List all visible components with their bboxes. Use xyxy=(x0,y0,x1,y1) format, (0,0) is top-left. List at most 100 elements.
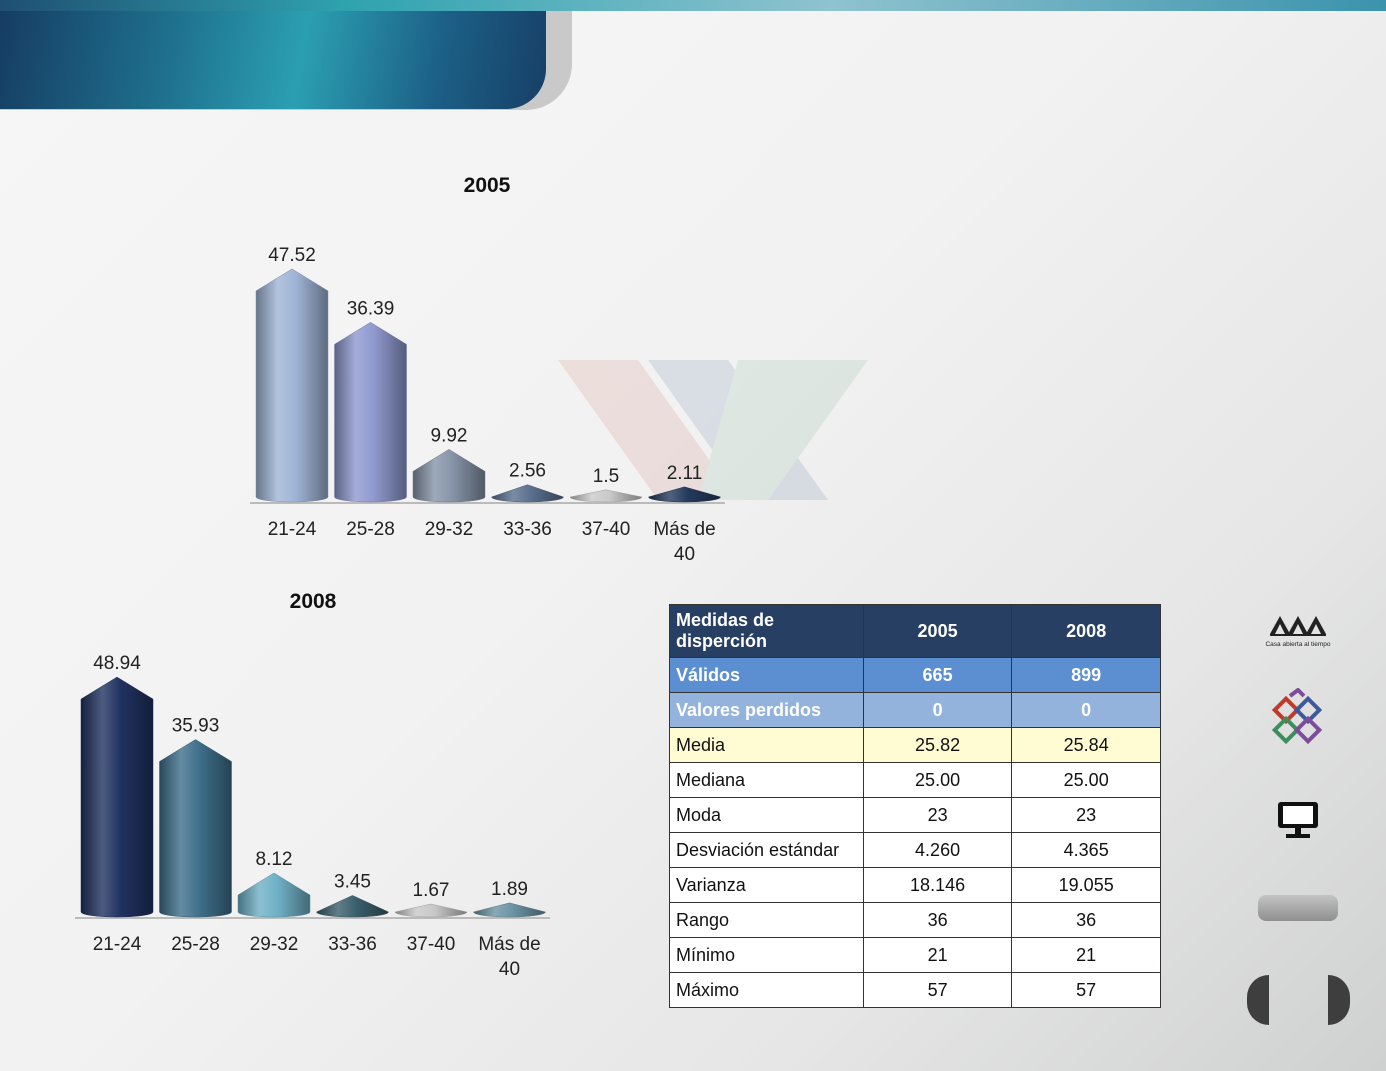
table-row: Mediana 25.00 25.00 xyxy=(669,762,1161,798)
category-label: 40 xyxy=(499,959,520,980)
category-label: 29-32 xyxy=(250,934,299,955)
table-cell: Válidos xyxy=(669,657,864,693)
table-cell: Máximo xyxy=(669,972,864,1008)
value-label: 1.5 xyxy=(593,466,619,487)
category-label: 25-28 xyxy=(171,934,220,955)
chart-2005: 47.52 21-24 36.39 25-28 9.92 29-32 2.56 33-36 1.… xyxy=(250,245,725,565)
table-cell: 18.146 xyxy=(862,867,1013,903)
bar-shape xyxy=(80,676,154,918)
category-label: 40 xyxy=(674,544,695,565)
category-label: 21-24 xyxy=(268,519,317,540)
table-cell: Varianza xyxy=(669,867,864,903)
category-label: Más de xyxy=(478,934,540,955)
table-row: Rango 36 36 xyxy=(669,902,1161,938)
uam-logo[interactable]: Casa abierta al tiempo xyxy=(1262,610,1334,652)
bar-shape xyxy=(569,489,643,503)
dispersion-table: Medidas de disperción 2005 2008 Válidos … xyxy=(669,604,1161,1008)
category-label: 33-36 xyxy=(503,519,552,540)
bar-shape xyxy=(648,486,721,503)
bar-shape xyxy=(394,903,468,918)
category-label: 37-40 xyxy=(582,519,631,540)
gray-pill-button[interactable] xyxy=(1258,895,1338,921)
table-cell: 25.00 xyxy=(862,762,1013,798)
bar-37-40 xyxy=(394,903,468,918)
table-cell: Mínimo xyxy=(669,937,864,973)
table-header-cell: Medidas de disperción xyxy=(669,604,864,658)
table-row: Válidos 665 899 xyxy=(669,657,1161,693)
category-label: 29-32 xyxy=(425,519,474,540)
category-label: 37-40 xyxy=(407,934,456,955)
value-label: 48.94 xyxy=(93,653,141,674)
table-cell: 19.055 xyxy=(1011,867,1161,903)
table-header-cell: 2005 xyxy=(862,604,1013,658)
bar-más-de-40 xyxy=(648,486,721,503)
next-slide-button[interactable] xyxy=(1328,975,1350,1025)
table-row: Valores perdidos 0 0 xyxy=(669,692,1161,728)
previous-slide-button[interactable] xyxy=(1247,975,1269,1025)
uam-logo-text: Casa abierta al tiempo xyxy=(1265,641,1330,648)
table-cell: 36 xyxy=(1011,902,1161,938)
chart-2008-title: 2008 xyxy=(289,590,337,613)
table-cell: 57 xyxy=(1011,972,1161,1008)
bar-25-28 xyxy=(334,322,407,503)
table-row: Varianza 18.146 19.055 xyxy=(669,867,1161,903)
table-row: Moda 23 23 xyxy=(669,797,1161,833)
bar-shape xyxy=(316,895,389,918)
table-row: Desviación estándar 4.260 4.365 xyxy=(669,832,1161,868)
table-header-row: Medidas de disperción 2005 2008 xyxy=(669,604,1161,658)
bar-más-de-40 xyxy=(473,902,546,918)
title-banner xyxy=(0,11,546,109)
top-accent-bar xyxy=(0,0,1386,11)
table-cell: Desviación estándar xyxy=(669,832,864,868)
bar-25-28 xyxy=(159,739,232,918)
bar-33-36 xyxy=(491,484,564,503)
value-label: 8.12 xyxy=(256,849,293,870)
table-cell: 0 xyxy=(862,692,1013,728)
table-cell: Media xyxy=(669,727,864,763)
table-cell: 57 xyxy=(862,972,1013,1008)
table-cell: 665 xyxy=(862,657,1013,693)
category-label: 33-36 xyxy=(328,934,377,955)
table-cell: 23 xyxy=(1011,797,1161,833)
puzzle-icon[interactable] xyxy=(1270,688,1326,746)
bar-37-40 xyxy=(569,489,643,503)
category-label: 21-24 xyxy=(93,934,142,955)
bar-shape xyxy=(237,872,311,918)
table-cell: 25.00 xyxy=(1011,762,1161,798)
table-cell: 0 xyxy=(1011,692,1161,728)
category-label: Más de xyxy=(653,519,715,540)
monitor-icon[interactable] xyxy=(1276,800,1320,840)
value-label: 36.39 xyxy=(347,298,395,319)
value-label: 1.67 xyxy=(413,880,450,901)
table-header-cell: 2008 xyxy=(1011,604,1161,658)
table-cell: 4.260 xyxy=(862,832,1013,868)
table-cell: 36 xyxy=(862,902,1013,938)
bar-21-24 xyxy=(80,676,154,918)
value-label: 47.52 xyxy=(268,245,316,266)
table-cell: Mediana xyxy=(669,762,864,798)
value-label: 1.89 xyxy=(491,879,528,900)
value-label: 2.56 xyxy=(509,461,546,482)
table-cell: 25.84 xyxy=(1011,727,1161,763)
bar-shape xyxy=(473,902,546,918)
bar-shape xyxy=(412,449,486,503)
bar-shape xyxy=(334,322,407,503)
bar-shape xyxy=(255,268,329,503)
table-cell: 4.365 xyxy=(1011,832,1161,868)
table-cell: 25.82 xyxy=(862,727,1013,763)
category-label: 25-28 xyxy=(346,519,395,540)
value-label: 3.45 xyxy=(334,871,371,892)
bar-33-36 xyxy=(316,895,389,918)
background-watermark xyxy=(558,360,868,500)
value-label: 35.93 xyxy=(172,716,220,737)
table-cell: 21 xyxy=(862,937,1013,973)
chart-2008: 48.94 21-24 35.93 25-28 8.12 29-32 3.45 33-36 1.… xyxy=(75,653,550,980)
bar-21-24 xyxy=(255,268,329,503)
bar-shape xyxy=(491,484,564,503)
table-cell: 899 xyxy=(1011,657,1161,693)
value-label: 9.92 xyxy=(431,425,468,446)
bar-29-32 xyxy=(412,449,486,503)
chart-2005-title: 2005 xyxy=(463,174,511,197)
table-row: Media 25.82 25.84 xyxy=(669,727,1161,763)
table-cell: 21 xyxy=(1011,937,1161,973)
